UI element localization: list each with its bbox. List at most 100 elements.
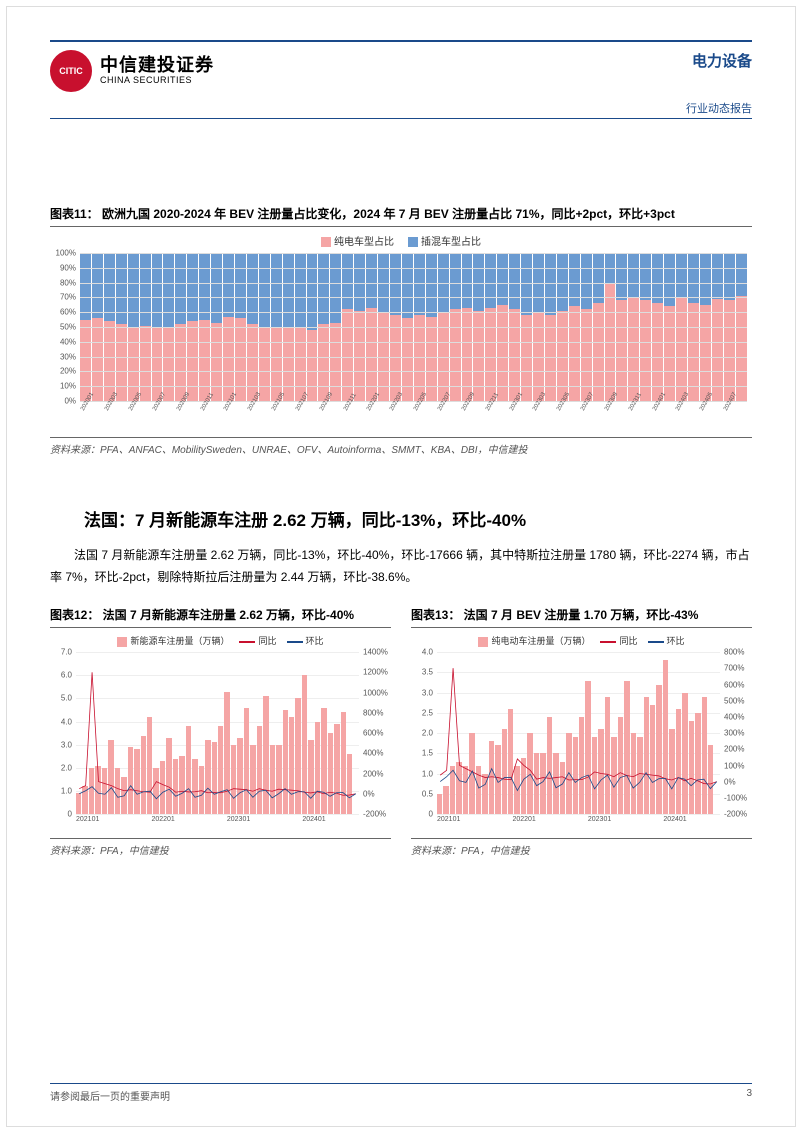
chart13-yaxis-right: -200%-100%0%100%200%300%400%500%600%700%…: [722, 652, 752, 814]
legend-label-bar12: 新能源车注册量（万辆）: [130, 636, 229, 646]
header: CITIC 中信建投证券 CHINA SECURITIES 电力设备: [50, 40, 752, 110]
xtick: 202201: [151, 816, 174, 834]
ytick-left: 1.5: [422, 749, 433, 758]
xtick: 202201: [512, 816, 535, 834]
legend-label-yoy13: 同比: [619, 636, 637, 646]
chart11-plot: [80, 253, 747, 401]
ytick-left: 7.0: [61, 648, 72, 657]
xtick: 202301: [227, 816, 250, 834]
chart11-ytick: 20%: [60, 367, 76, 376]
ytick-left: 3.0: [422, 688, 433, 697]
chart13-plot: [437, 652, 720, 814]
ytick-left: 0.5: [422, 789, 433, 798]
legend-line-yoy13: [600, 641, 616, 643]
ytick-left: 0: [429, 810, 433, 819]
ytick-left: 2.5: [422, 708, 433, 717]
ytick-right: -200%: [724, 810, 747, 819]
ytick-right: 1000%: [363, 688, 388, 697]
chart11-yaxis: 0%10%20%30%40%50%60%70%80%90%100%: [50, 253, 78, 401]
chart12-plot: [76, 652, 359, 814]
chart11-ytick: 10%: [60, 382, 76, 391]
ytick-right: 200%: [363, 769, 383, 778]
ytick-left: 1.0: [422, 769, 433, 778]
section-text: 法国 7 月新能源车注册量 2.62 万辆，同比-13%，环比-40%，环比-1…: [50, 545, 752, 588]
logo-text-en: CHINA SECURITIES: [100, 76, 214, 86]
chart13-yaxis-left: 00.51.01.52.02.53.03.54.0: [411, 652, 435, 814]
legend-label-bar13: 纯电动车注册量（万辆）: [491, 636, 590, 646]
legend-label-bev: 纯电车型占比: [334, 237, 394, 248]
ytick-right: 600%: [363, 729, 383, 738]
chart13-xaxis: 202101 202201 202301 202401: [437, 816, 720, 834]
chart13: 纯电动车注册量（万辆） 同比 环比 0 0.5 1.0 1.5 2.0 2.5 3.0 3.5…: [411, 634, 752, 834]
ytick-left: 3.5: [422, 668, 433, 677]
xtick: 202101: [76, 816, 99, 834]
legend-swatch-bar13: [478, 637, 488, 647]
ytick-right: 400%: [724, 712, 744, 721]
chart12-yaxis-right: -200%0%200%400%600%800%1000%1200%1400%: [361, 652, 391, 814]
ytick-right: 800%: [363, 708, 383, 717]
xtick: 202101: [437, 816, 460, 834]
ytick-right: 0%: [724, 777, 736, 786]
section-title: 法国：7 月新能源车注册 2.62 万辆，同比-13%，环比-40%: [50, 506, 752, 531]
logo: CITIC 中信建投证券 CHINA SECURITIES: [50, 50, 214, 92]
ytick-left: 3.0: [61, 740, 72, 749]
chart11: 纯电车型占比 插混车型占比 0%10%20%30%40%50%60%70%80%…: [50, 233, 752, 433]
ytick-right: 800%: [724, 648, 744, 657]
footer: 请参阅最后一页的重要声明 3: [50, 1083, 752, 1103]
chart12: 新能源车注册量（万辆） 同比 环比 01.02.03.04.05.06.07.0…: [50, 634, 391, 834]
logo-initials: CITIC: [59, 67, 83, 76]
legend-line-mom13: [648, 641, 664, 643]
legend-label-mom13: 环比: [667, 636, 685, 646]
legend-label-yoy12: 同比: [258, 636, 276, 646]
legend-label-phev: 插混车型占比: [421, 237, 481, 248]
legend-swatch-bev: [321, 237, 331, 247]
ytick-right: 700%: [724, 664, 744, 673]
page-number: 3: [746, 1088, 752, 1103]
chart11-ytick: 100%: [56, 249, 76, 258]
ytick-right: 100%: [724, 761, 744, 770]
fig11-title: 图表11： 欧洲九国 2020-2024 年 BEV 注册量占比变化，2024 …: [50, 205, 752, 227]
figure-12: 图表12： 法国 7 月新能源车注册量 2.62 万辆，环比-40% 新能源车注…: [50, 606, 391, 857]
ytick-right: -100%: [724, 793, 747, 802]
ytick-right: 200%: [724, 745, 744, 754]
chart12-yaxis-left: 01.02.03.04.05.06.07.0: [50, 652, 74, 814]
chart11-ytick: 40%: [60, 337, 76, 346]
fig11-source: 资料来源：PFA、ANFAC、MobilitySweden、UNRAE、OFV、…: [50, 437, 752, 456]
ytick-left: 2.0: [422, 729, 433, 738]
chart11-ytick: 70%: [60, 293, 76, 302]
ytick-left: 0: [68, 810, 72, 819]
ytick-left: 4.0: [61, 717, 72, 726]
chart13-legend: 纯电动车注册量（万辆） 同比 环比: [411, 634, 752, 647]
ytick-left: 4.0: [422, 648, 433, 657]
ytick-right: 300%: [724, 729, 744, 738]
xtick: 202301: [588, 816, 611, 834]
ytick-right: 400%: [363, 749, 383, 758]
fig12-source: 资料来源：PFA，中信建投: [50, 838, 391, 857]
ytick-left: 5.0: [61, 694, 72, 703]
chart11-ytick: 30%: [60, 352, 76, 361]
chart11-ytick: 60%: [60, 308, 76, 317]
legend-swatch-phev: [408, 237, 418, 247]
legend-line-mom12: [287, 641, 303, 643]
chart12-xaxis: 202101 202201 202301 202401: [76, 816, 359, 834]
fig13-title: 图表13： 法国 7 月 BEV 注册量 1.70 万辆，环比-43%: [411, 606, 752, 628]
logo-icon: CITIC: [50, 50, 92, 92]
ytick-left: 1.0: [61, 787, 72, 796]
legend-line-yoy12: [239, 641, 255, 643]
chart11-ytick: 90%: [60, 263, 76, 272]
figure-13: 图表13： 法国 7 月 BEV 注册量 1.70 万辆，环比-43% 纯电动车…: [411, 606, 752, 857]
ytick-right: 1200%: [363, 668, 388, 677]
xtick: [715, 816, 720, 834]
legend-label-mom12: 环比: [306, 636, 324, 646]
chart11-xaxis: 2020012020032020052020072020092020112021…: [80, 403, 747, 433]
footer-disclaimer: 请参阅最后一页的重要声明: [50, 1088, 170, 1103]
chart11-ytick: 50%: [60, 323, 76, 332]
ytick-right: 500%: [724, 696, 744, 705]
ytick-right: 600%: [724, 680, 744, 689]
xtick: 202401: [302, 816, 325, 834]
fig12-title: 图表12： 法国 7 月新能源车注册量 2.62 万辆，环比-40%: [50, 606, 391, 628]
legend-swatch-bar12: [117, 637, 127, 647]
fig13-source: 资料来源：PFA，中信建投: [411, 838, 752, 857]
xtick: 202401: [663, 816, 686, 834]
ytick-right: 0%: [363, 789, 375, 798]
